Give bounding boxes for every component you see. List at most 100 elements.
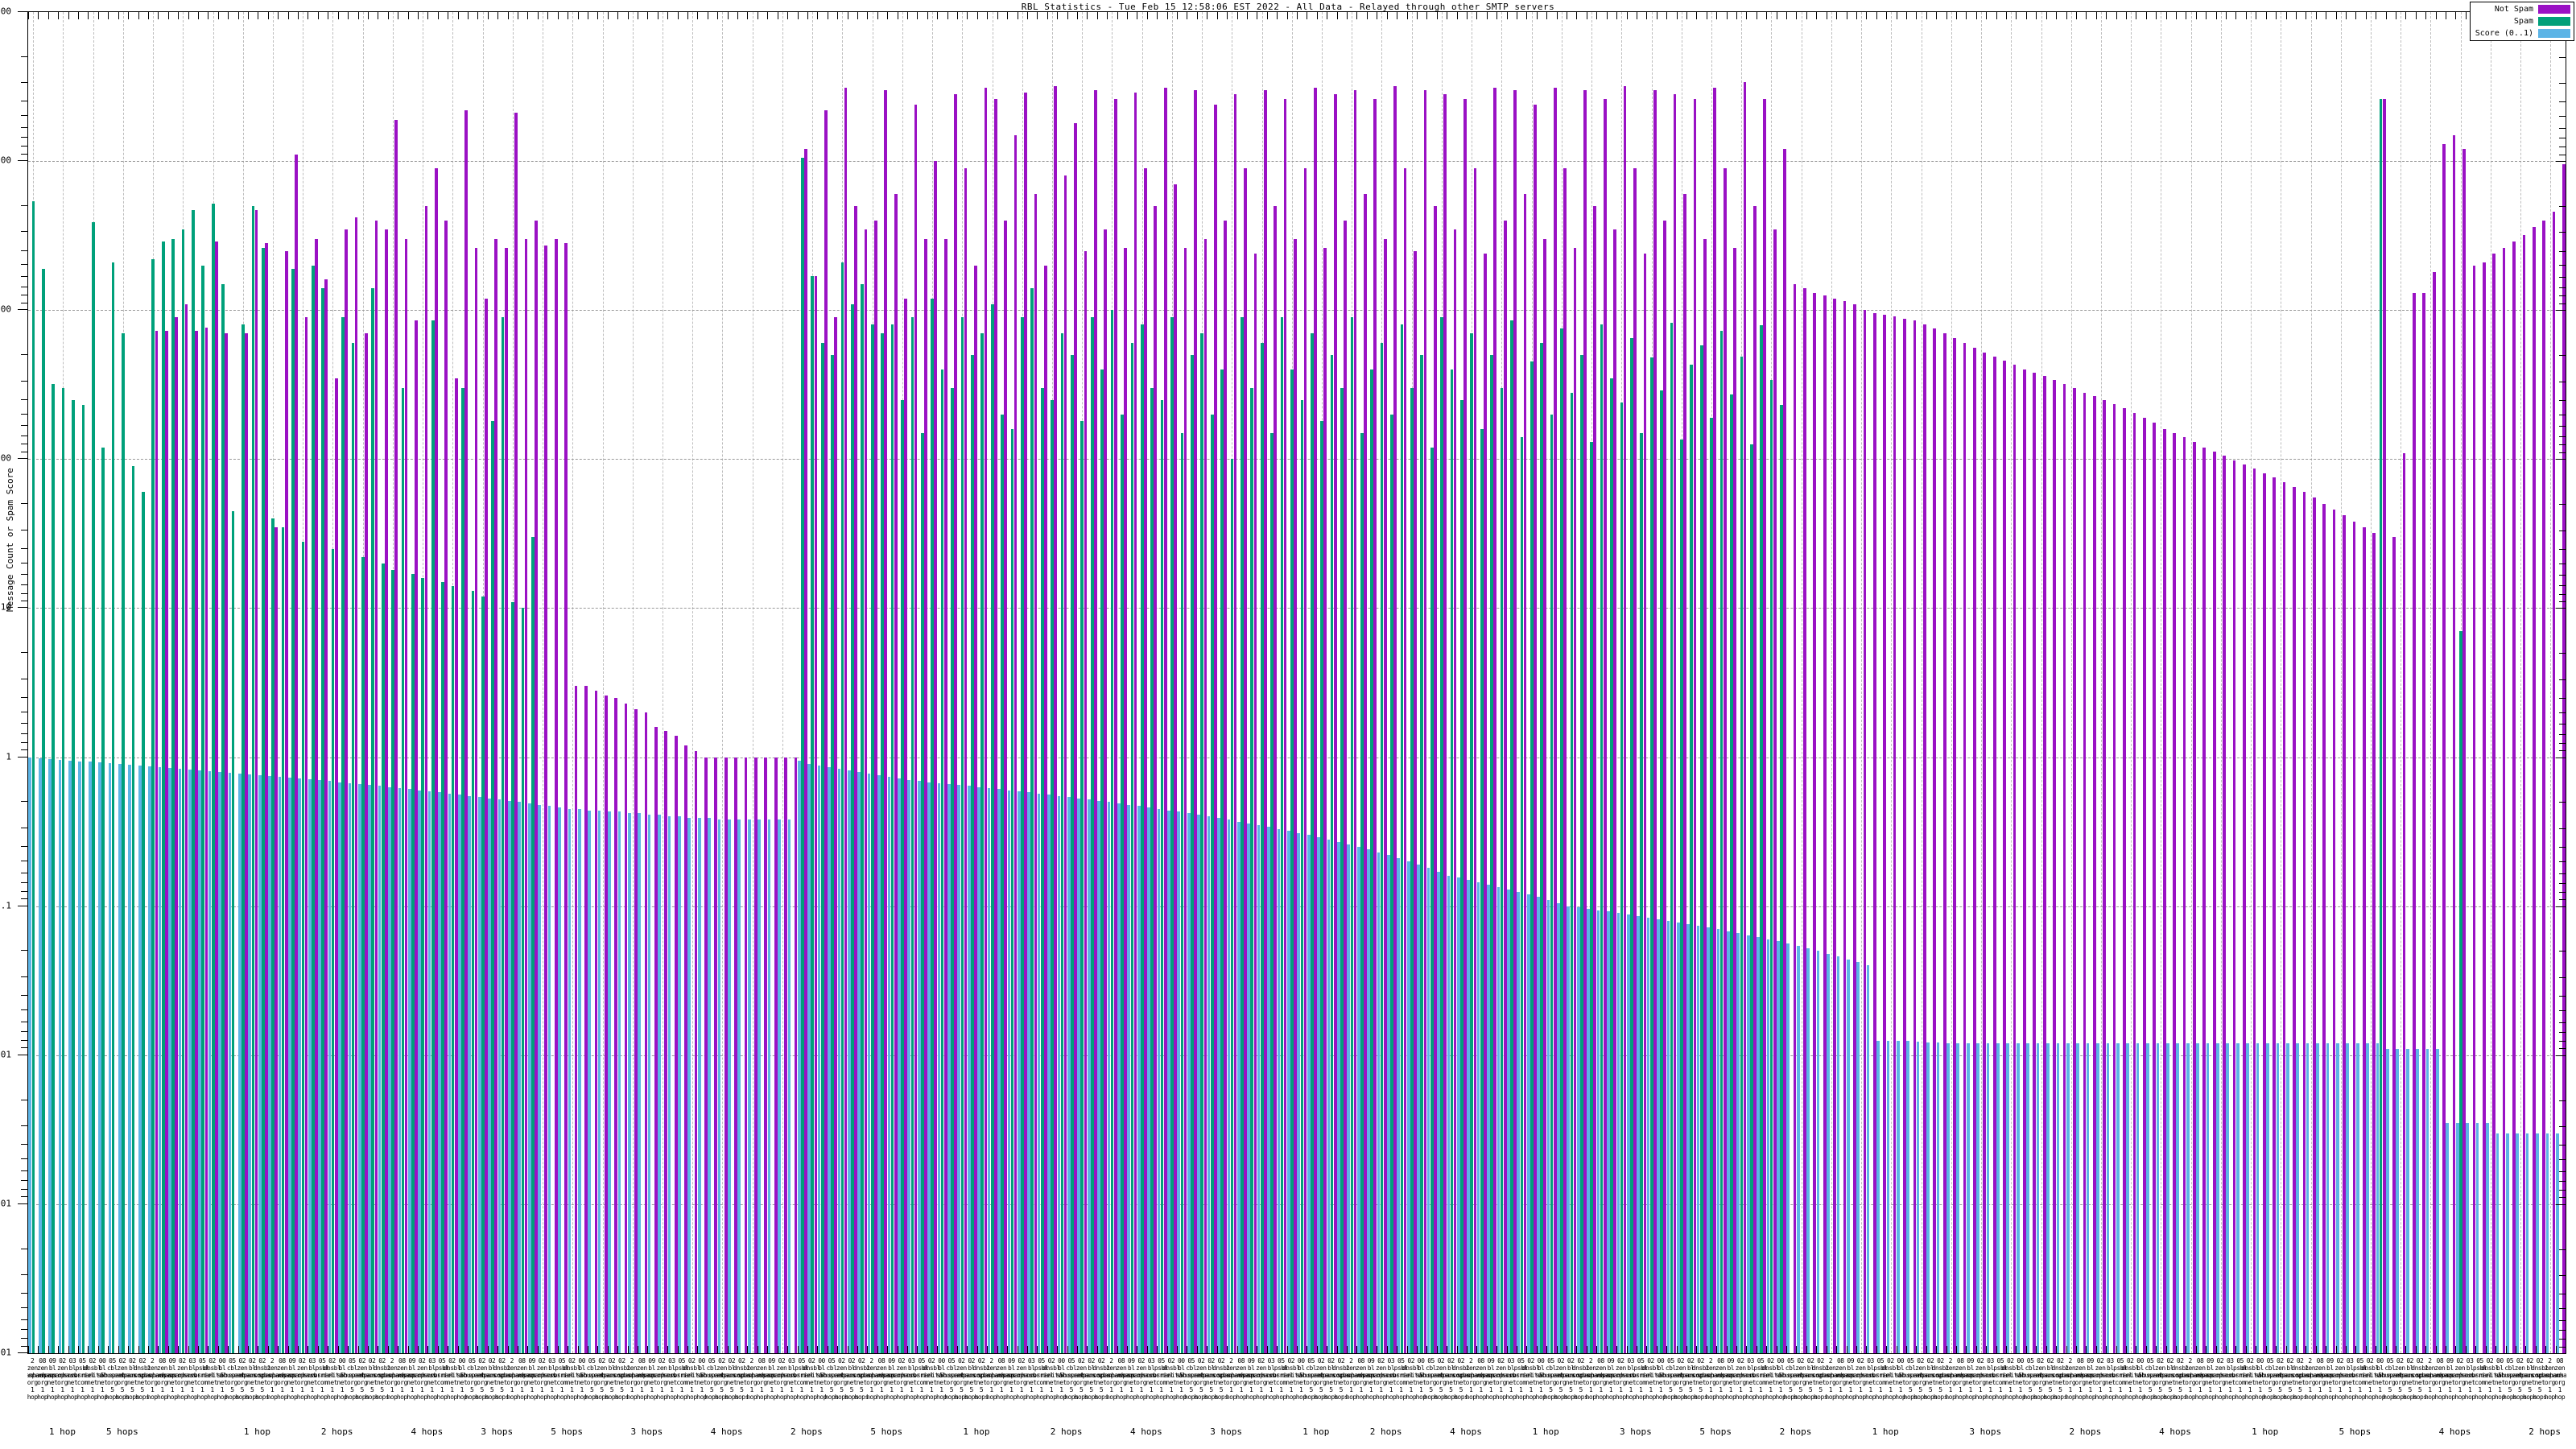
bar-not-spam (1983, 352, 1987, 1353)
x-axis-tick (1146, 1346, 1148, 1353)
bar-score (2306, 1043, 2310, 1353)
x-axis-tick (1026, 12, 1028, 19)
bar-score (158, 766, 162, 1353)
bar-spam (441, 581, 444, 1353)
y-axis-tick (18, 11, 27, 12)
x-axis-tick (1286, 12, 1288, 19)
bar-spam (1450, 369, 1454, 1353)
x-axis-group-label: 5 hops (2339, 1426, 2372, 1437)
bar-spam (1440, 316, 1443, 1353)
x-axis-tick (1177, 1346, 1179, 1353)
bar-spam (2379, 99, 2383, 1353)
x-axis-group-label: 2 hops (320, 1426, 353, 1437)
x-axis-tick (1196, 1346, 1198, 1353)
bar-spam (1530, 361, 1534, 1353)
y-axis-minor-tick (2559, 287, 2566, 288)
x-axis-tick (2425, 1346, 2427, 1353)
x-axis-tick (1606, 12, 1608, 19)
bar-spam (231, 510, 235, 1353)
bar-score (1177, 811, 1181, 1353)
bar-not-spam (2502, 248, 2506, 1353)
bar-score (767, 819, 771, 1353)
bar-not-spam (2402, 452, 2406, 1353)
bar-score (2316, 1043, 2319, 1353)
x-axis-tick (1117, 1346, 1118, 1353)
x-axis-tick (2145, 12, 2147, 19)
x-axis-tick-label: 08 zen spamhaus org 1 hop (1107, 1357, 1136, 1401)
x-axis-tick (267, 1346, 269, 1353)
x-axis-tick-label: 03 bl sorbs net 1 hop (902, 1357, 921, 1401)
bar-spam (811, 275, 815, 1353)
x-axis-tick (767, 12, 769, 19)
gridline (782, 12, 783, 1353)
x-axis-tick (337, 1346, 339, 1353)
y-axis-minor-tick (21, 115, 27, 117)
bar-not-spam (1203, 238, 1208, 1353)
x-axis-tick (88, 1346, 89, 1353)
x-axis-tick-label: 02 dnsbl sorbs net 5 hops (1092, 1357, 1110, 1401)
x-axis-tick (687, 1346, 689, 1353)
x-axis-group-label: 4 hops (2438, 1426, 2471, 1437)
y-axis-minor-tick (2559, 504, 2566, 506)
bar-score (787, 819, 791, 1353)
x-axis-tick (1196, 12, 1198, 19)
bar-spam (481, 596, 485, 1353)
bar-score (98, 762, 101, 1353)
x-axis-tick (2315, 1346, 2317, 1353)
bar-not-spam (884, 89, 888, 1353)
x-axis-tick-label: 03 bl sorbs net 1 hop (782, 1357, 801, 1401)
y-axis-minor-tick (2559, 996, 2566, 997)
x-axis-group-label: 2 hops (1779, 1426, 1812, 1437)
x-axis-tick (2215, 12, 2217, 19)
x-axis-tick (1736, 1346, 1738, 1353)
bar-not-spam (1483, 253, 1487, 1353)
bar-not-spam (664, 730, 668, 1353)
bar-not-spam (943, 238, 947, 1353)
bar-score (1846, 959, 1850, 1353)
x-axis-tick (1666, 1346, 1668, 1353)
y-axis-minor-tick (2559, 653, 2566, 654)
bar-score (667, 816, 671, 1353)
y-axis-minor-tick (2559, 593, 2566, 595)
bar-score (797, 760, 801, 1353)
bar-score (1686, 923, 1690, 1353)
bar-score (1167, 810, 1170, 1353)
bar-score (2466, 1123, 2469, 1353)
y-axis-minor-tick (2559, 548, 2566, 550)
x-axis-tick-label: 05 cbl abuseat org 5 hops (580, 1357, 605, 1401)
x-axis-tick-label: 2 zen spamhaus org 1 hop (1217, 1357, 1245, 1401)
y-axis-minor-tick (2559, 584, 2566, 586)
bar-score (547, 806, 551, 1353)
bar-score (2086, 1043, 2090, 1353)
x-axis-tick (717, 12, 719, 19)
x-axis-tick (667, 1346, 669, 1353)
y-axis-minor-tick (2559, 899, 2566, 901)
gridline (722, 12, 724, 1353)
x-axis-tick (357, 12, 359, 19)
y-axis-tick (2556, 1353, 2566, 1354)
x-axis-tick (1726, 1346, 1728, 1353)
x-axis-tick-label: 02 dnsbl sorbs net 5 hops (1931, 1357, 1950, 1401)
bar-not-spam (2212, 452, 2216, 1353)
x-axis-tick (1246, 1346, 1248, 1353)
y-axis-minor-tick (2559, 891, 2566, 893)
x-axis-tick (797, 1346, 799, 1353)
x-axis-tick-label: 03 bl sorbs net 1 hop (2101, 1357, 2120, 1401)
y-axis-minor-tick (21, 1196, 27, 1198)
bar-score (857, 771, 861, 1353)
x-axis-tick (2066, 12, 2067, 19)
bar-score (1047, 795, 1051, 1353)
bar-score (2146, 1043, 2149, 1353)
bar-score (38, 758, 42, 1353)
bar-not-spam (864, 229, 868, 1353)
bar-score (1037, 793, 1041, 1353)
y-axis-minor-tick (2559, 873, 2566, 874)
bar-not-spam (2123, 407, 2126, 1353)
bar-score (118, 764, 122, 1353)
x-axis-tick-label: 02 zen spamhaus org 5 hops (1187, 1357, 1216, 1401)
bar-score (448, 793, 452, 1353)
bar-score (1207, 816, 1211, 1353)
x-axis-tick (697, 1346, 699, 1353)
x-axis-tick (2195, 12, 2197, 19)
bar-not-spam (2162, 428, 2166, 1353)
